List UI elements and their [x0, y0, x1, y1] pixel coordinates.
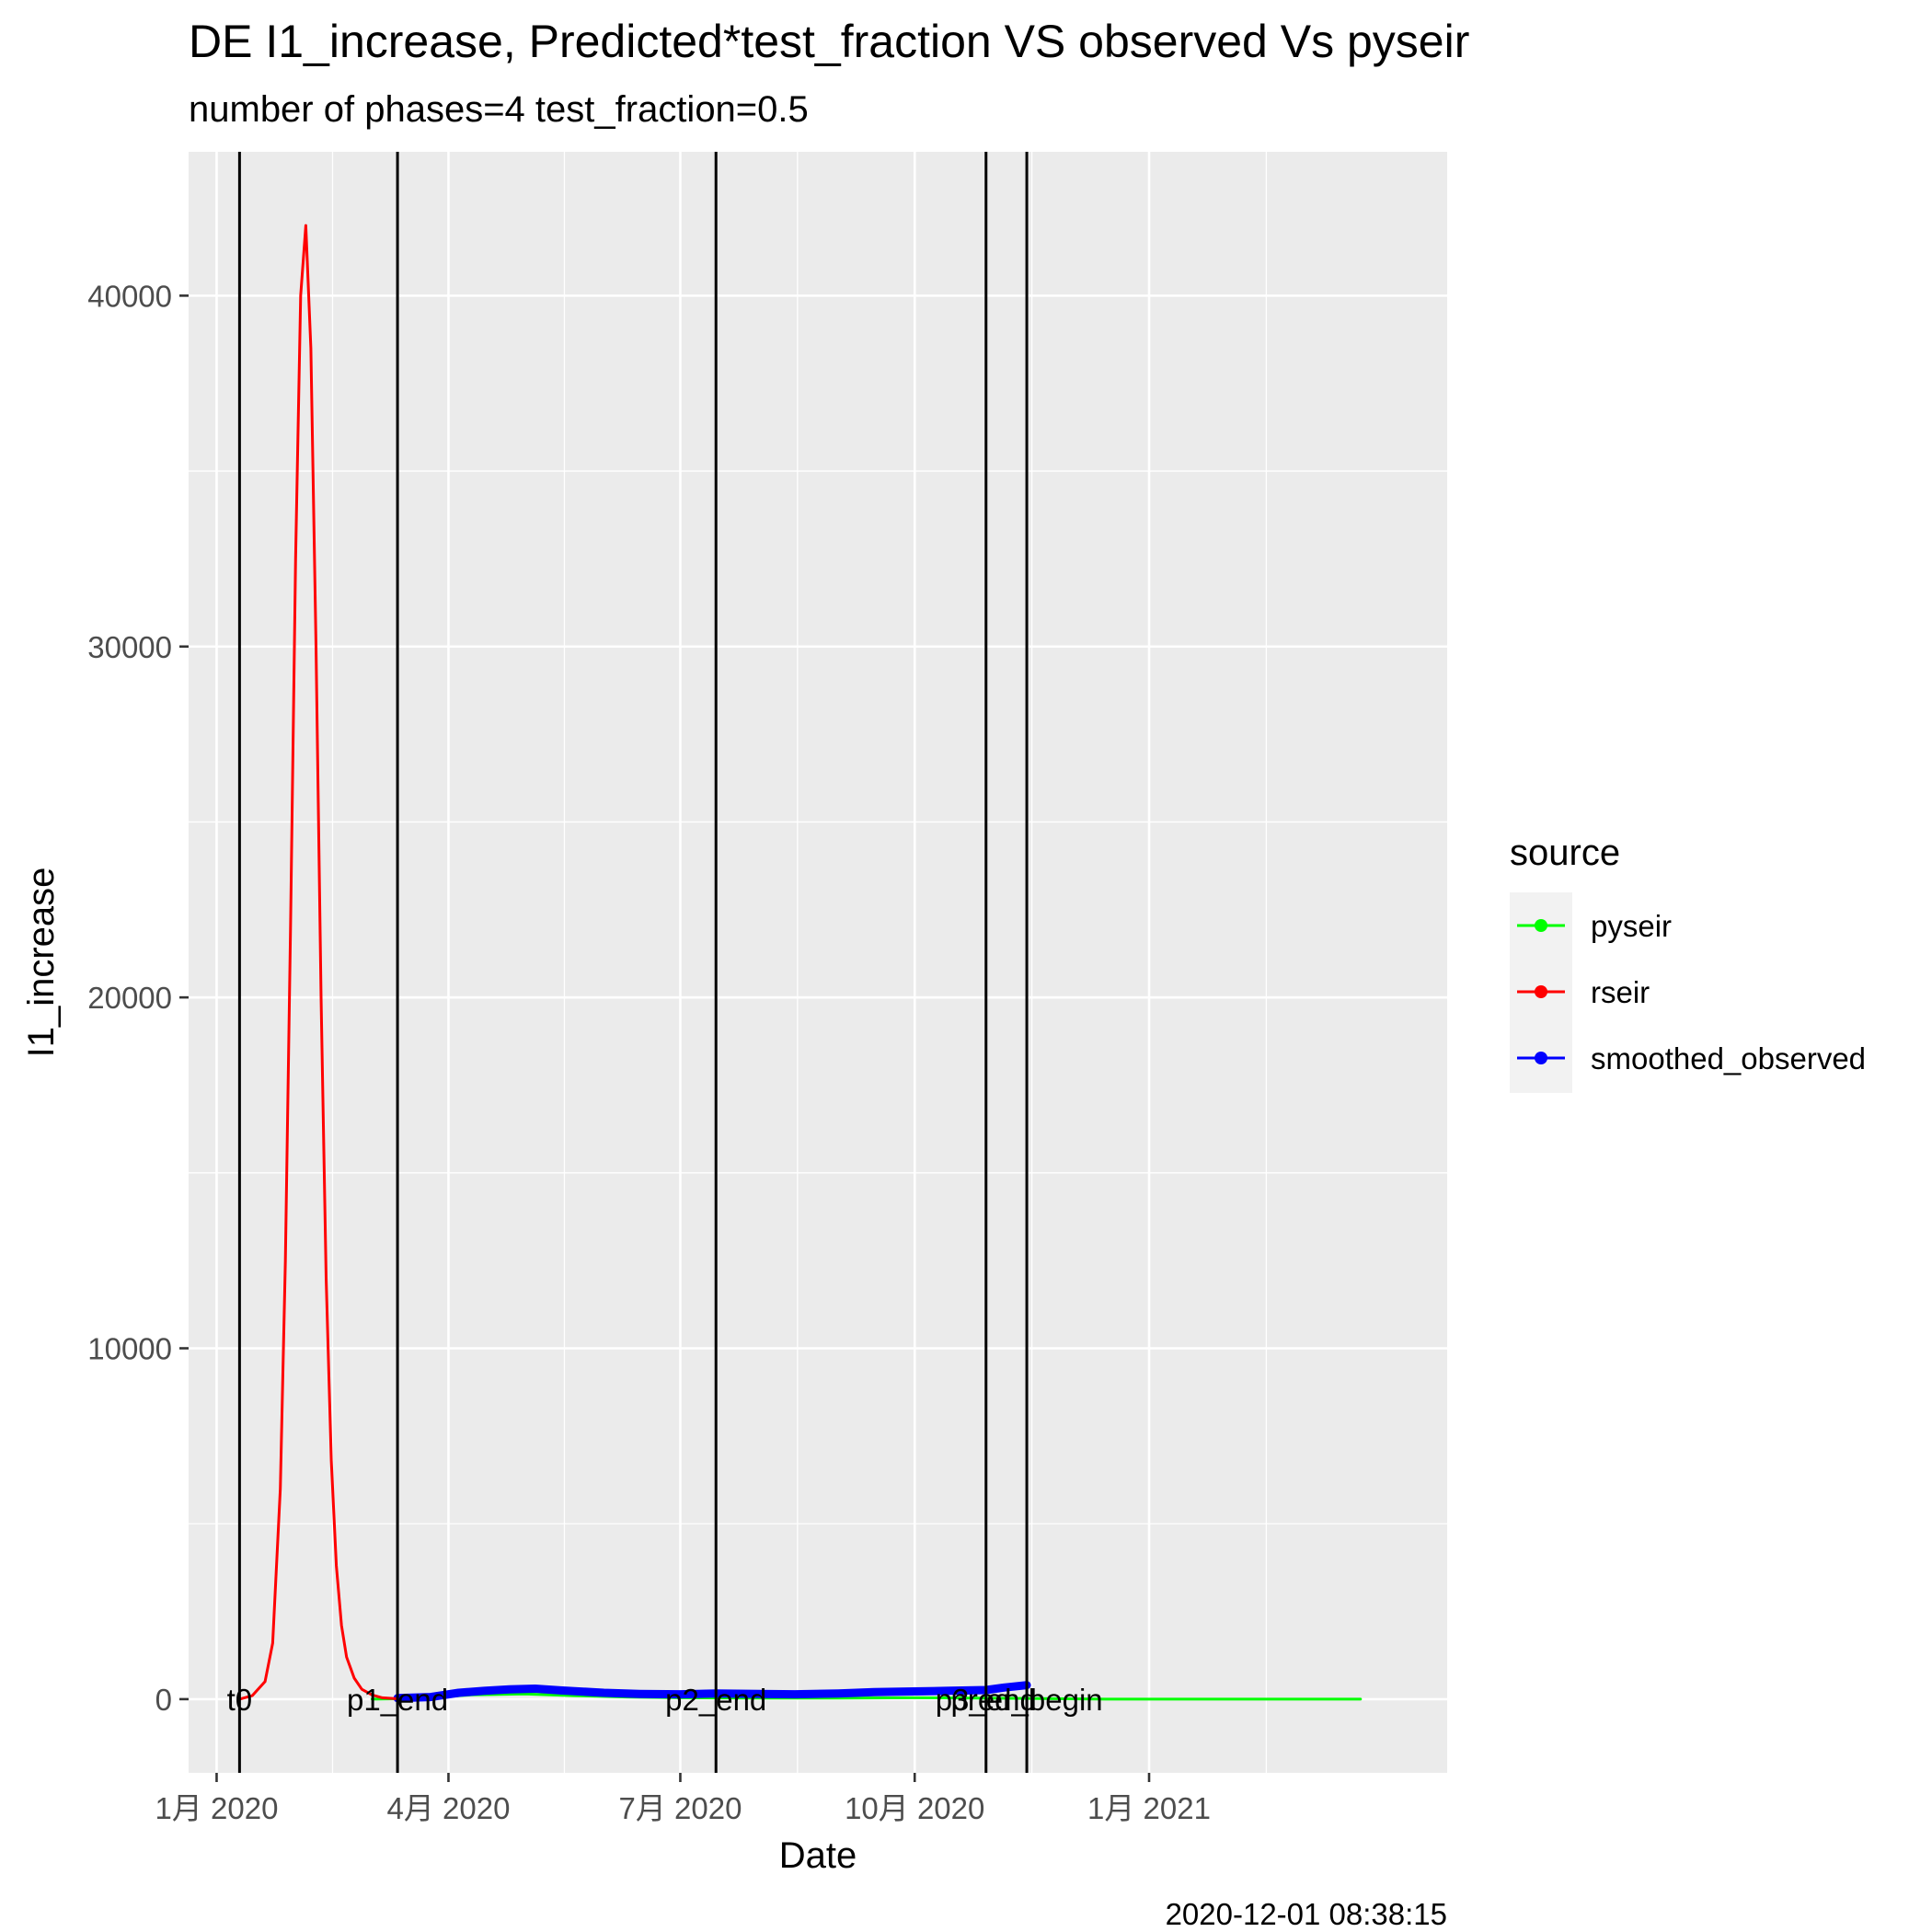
chart-title: DE I1_increase, Predicted*test_fraction … [189, 16, 1469, 67]
y-axis-title: I1_increase [21, 868, 62, 1058]
y-tick-label: 40000 [87, 279, 172, 313]
caption: 2020-12-01 08:38:15 [1166, 1897, 1447, 1931]
series-line-rseir [237, 224, 399, 1701]
vline-label-p2_end: p2_end [665, 1683, 766, 1717]
plot-panel [189, 152, 1447, 1773]
x-tick-label: 10月 2020 [845, 1791, 984, 1825]
legend-key-point [1535, 1052, 1547, 1064]
y-tick-label: 0 [155, 1683, 172, 1717]
legend-label-rseir: rseir [1591, 975, 1650, 1009]
vline-label-p3_end: p3_end [936, 1683, 1037, 1717]
legend-label-smoothed_observed: smoothed_observed [1591, 1041, 1866, 1075]
legend-key-point [1535, 919, 1547, 932]
x-tick-label: 1月 2021 [1087, 1791, 1211, 1825]
x-axis: 1月 2020 4月 2020 7月 2020 10月 2020 1月 2021 [155, 1773, 1211, 1825]
legend-title: source [1510, 833, 1620, 873]
legend-key-point [1535, 985, 1547, 998]
vline-label-pred_begin: pred_begin [950, 1683, 1102, 1717]
legend-entries: pyseir rseir smoothed_observed [1517, 909, 1866, 1075]
chart-subtitle: number of phases=4 test_fraction=0.5 [189, 89, 809, 130]
vline-label-t0: t0 [227, 1683, 253, 1717]
vline-label-p1_end: p1_end [347, 1683, 448, 1717]
x-axis-title: Date [779, 1835, 857, 1876]
y-tick-label: 10000 [87, 1332, 172, 1366]
legend-label-pyseir: pyseir [1591, 909, 1672, 943]
y-axis: 0 10000 20000 30000 40000 [87, 279, 189, 1717]
legend: source pyseir rseir smoothed_observed [1510, 833, 1866, 1093]
x-tick-label: 4月 2020 [386, 1791, 510, 1825]
y-tick-label: 30000 [87, 630, 172, 664]
x-tick-label: 1月 2020 [155, 1791, 278, 1825]
x-tick-label: 7月 2020 [618, 1791, 742, 1825]
series-layer [237, 224, 1363, 1703]
series-line-smoothed_observed [393, 1681, 1031, 1703]
y-tick-label: 20000 [87, 981, 172, 1015]
